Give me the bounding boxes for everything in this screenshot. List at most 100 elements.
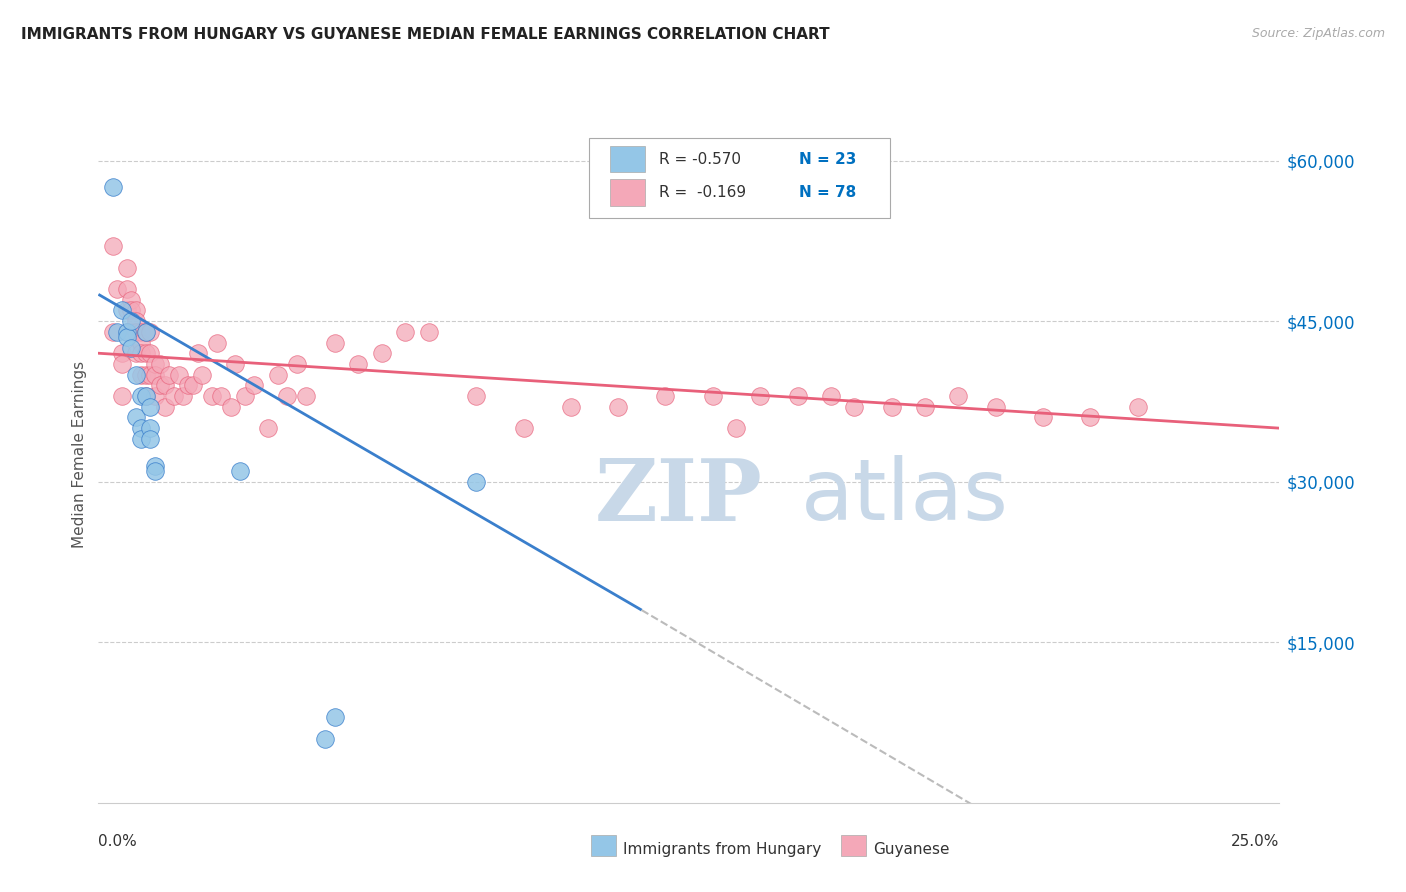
Point <box>748 389 770 403</box>
Point <box>205 335 228 350</box>
Point <box>177 378 200 392</box>
Point <box>702 389 724 403</box>
Point <box>135 325 157 339</box>
Y-axis label: Median Female Earnings: Median Female Earnings <box>72 361 87 549</box>
Text: 0.0%: 0.0% <box>98 834 138 849</box>
Point <box>465 475 488 489</box>
Point <box>295 389 318 403</box>
Point <box>125 314 148 328</box>
Point <box>125 368 148 382</box>
Point <box>139 325 162 339</box>
Text: Immigrants from Hungary: Immigrants from Hungary <box>623 842 821 856</box>
Point <box>157 368 180 382</box>
Point <box>105 282 128 296</box>
Point <box>135 346 157 360</box>
Point <box>143 389 166 403</box>
Point <box>276 389 298 403</box>
Point <box>323 335 346 350</box>
Point <box>125 410 148 425</box>
Point <box>725 421 748 435</box>
Point <box>243 378 266 392</box>
Point <box>111 346 134 360</box>
Point <box>149 357 172 371</box>
Point <box>101 325 124 339</box>
Point <box>111 389 134 403</box>
Point <box>1032 410 1054 425</box>
Point <box>139 421 162 435</box>
Point <box>1080 410 1102 425</box>
Point <box>371 346 394 360</box>
Point <box>143 357 166 371</box>
Point <box>314 731 336 746</box>
Point <box>465 389 488 403</box>
Point <box>347 357 370 371</box>
Point <box>129 389 152 403</box>
Point <box>172 389 194 403</box>
Point <box>820 389 842 403</box>
Point <box>121 325 143 339</box>
Point <box>167 368 190 382</box>
Point <box>129 368 152 382</box>
Point <box>143 464 166 478</box>
Point <box>135 389 157 403</box>
Text: Guyanese: Guyanese <box>873 842 949 856</box>
Point <box>1126 400 1149 414</box>
Point <box>163 389 186 403</box>
Point <box>101 180 124 194</box>
Point <box>880 400 903 414</box>
Point <box>135 389 157 403</box>
Text: ZIP: ZIP <box>595 455 762 539</box>
Point <box>115 282 138 296</box>
Point <box>125 325 148 339</box>
Point <box>560 400 582 414</box>
Text: R = -0.570: R = -0.570 <box>659 152 741 167</box>
Point <box>153 378 176 392</box>
Point <box>323 710 346 724</box>
Point <box>984 400 1007 414</box>
Point <box>512 421 534 435</box>
Bar <box>610 146 645 172</box>
Point <box>139 368 162 382</box>
Point <box>115 330 138 344</box>
Point <box>115 303 138 318</box>
Point <box>125 303 148 318</box>
Point <box>224 357 246 371</box>
Point <box>115 325 138 339</box>
Point <box>607 400 630 414</box>
Point <box>191 368 214 382</box>
Point <box>121 293 143 307</box>
Point <box>654 389 676 403</box>
Point <box>135 325 157 339</box>
Point <box>143 458 166 473</box>
Point <box>125 346 148 360</box>
Point <box>129 421 152 435</box>
Point <box>129 335 152 350</box>
Point <box>285 357 308 371</box>
Point <box>135 368 157 382</box>
Point <box>201 389 224 403</box>
Point <box>143 368 166 382</box>
Point <box>418 325 440 339</box>
Point <box>105 325 128 339</box>
Text: 25.0%: 25.0% <box>1232 834 1279 849</box>
Point <box>229 464 252 478</box>
Point <box>948 389 970 403</box>
Point <box>844 400 866 414</box>
Text: N = 23: N = 23 <box>799 152 856 167</box>
Text: Source: ZipAtlas.com: Source: ZipAtlas.com <box>1251 27 1385 40</box>
Point <box>786 389 808 403</box>
Point <box>121 314 143 328</box>
Point <box>115 325 138 339</box>
Text: R =  -0.169: R = -0.169 <box>659 186 747 200</box>
Point <box>209 389 232 403</box>
Point <box>394 325 416 339</box>
Point <box>139 346 162 360</box>
Point <box>139 432 162 446</box>
Bar <box>610 179 645 206</box>
Point <box>149 378 172 392</box>
Point <box>139 400 162 414</box>
Point <box>267 368 290 382</box>
Point <box>153 400 176 414</box>
Point <box>233 389 256 403</box>
Text: N = 78: N = 78 <box>799 186 856 200</box>
